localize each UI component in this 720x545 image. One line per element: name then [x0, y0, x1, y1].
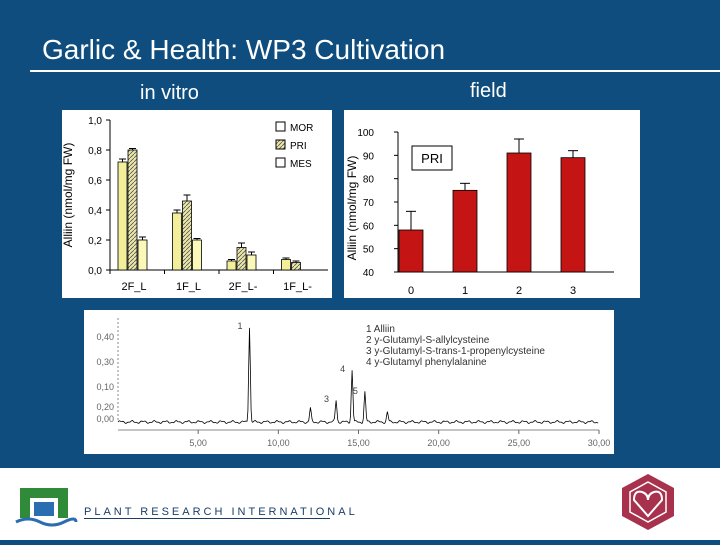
- y-tick-label: 0,2: [88, 236, 102, 247]
- legend-label-mor: MOR: [290, 123, 313, 134]
- bar-pri-1: [453, 190, 477, 272]
- bar-pri-2fl: [237, 248, 246, 271]
- bar-mor-1fl: [173, 213, 182, 270]
- x-tick-label: 2: [516, 285, 522, 297]
- y-axis-label: Alliin (nmol/mg FW): [62, 143, 75, 248]
- in-vitro-chart: Alliin (nmol/mg FW) 0,0 0,2 0,4 0,6 0,8 1,0 2F_…: [62, 110, 332, 298]
- legend-swatch-mes: [276, 158, 285, 167]
- x-tick-label: 5,00: [189, 438, 207, 448]
- garlic-health-emblem-icon: [622, 474, 674, 530]
- pri-logo-icon: [16, 488, 76, 525]
- footer-graphics: PLANT RESEARCH INTERNATIONAL: [0, 468, 720, 540]
- field-label: field: [470, 80, 507, 103]
- bar-mes-2fl: [247, 255, 256, 270]
- bar-mes-2fl: [138, 240, 147, 270]
- y-tick-label: 0,6: [88, 176, 102, 187]
- peak-label: 4: [340, 364, 345, 374]
- x-tick-label: 20,00: [427, 438, 450, 448]
- peak-legend-entry: 1 Alliin: [366, 324, 395, 335]
- slide-title: Garlic & Health: WP3 Cultivation: [42, 34, 445, 66]
- y-tick-label: 0,40: [96, 332, 114, 342]
- in-vitro-label: in vitro: [140, 82, 199, 105]
- x-tick-label: 1F_L-: [283, 281, 312, 293]
- field-chart: Alliin (nmol/mg FW) 40 50 60 70 80 90 100 PRI 0 1 2…: [344, 110, 640, 298]
- y-tick-label: 80: [363, 175, 375, 186]
- chromatogram-chart: 0,40 0,30 0,10 0,20 0,00 5,00 10,00 15,00 20,00 2…: [84, 310, 614, 454]
- x-tick-label: 2F_L-: [229, 281, 258, 293]
- x-tick-label: 30,00: [588, 438, 611, 448]
- y-tick-label: 1,0: [88, 116, 102, 127]
- y-tick-label: 0,20: [96, 402, 114, 412]
- bar-pri-0: [399, 230, 423, 272]
- footer: PLANT RESEARCH INTERNATIONAL: [0, 468, 720, 540]
- field-chart-panel: Alliin (nmol/mg FW) 40 50 60 70 80 90 100 PRI 0 1 2…: [344, 110, 640, 298]
- bar-pri-1fl: [292, 263, 301, 271]
- in-vitro-chart-panel: Alliin (nmol/mg FW) 0,0 0,2 0,4 0,6 0,8 1,0 2F_…: [62, 110, 332, 298]
- x-tick-label: 1: [462, 285, 468, 297]
- peak-label: 3: [324, 394, 329, 404]
- bar-mor-1fl: [282, 260, 291, 271]
- bar-mor-2fl: [227, 261, 236, 270]
- series-label: PRI: [421, 151, 443, 166]
- x-tick-label: 2F_L: [121, 281, 146, 293]
- x-tick-label: 3: [570, 285, 576, 297]
- bar-mes-1fl: [193, 240, 202, 270]
- peak-label: 1: [237, 321, 242, 331]
- x-tick-label: 25,00: [508, 438, 531, 448]
- y-tick-label: 50: [363, 245, 375, 256]
- y-tick-label: 0,8: [88, 146, 102, 157]
- title-rule: [30, 70, 720, 72]
- legend-swatch-pri: [276, 140, 285, 149]
- y-tick-label: 90: [363, 151, 375, 162]
- y-axis-label: Alliin (nmol/mg FW): [345, 156, 359, 261]
- peak-legend-entry: 3 y-Glutamyl-S-trans-1-propenylcysteine: [366, 346, 545, 357]
- bar-mor-2fl: [118, 162, 127, 270]
- y-tick-label: 70: [363, 198, 375, 209]
- bar-pri-3: [561, 158, 585, 272]
- x-tick-label: 0: [408, 285, 414, 297]
- x-tick-label: 10,00: [267, 438, 290, 448]
- y-tick-label: 0,10: [96, 382, 114, 392]
- legend-swatch-mor: [276, 122, 285, 131]
- x-tick-label: 1F_L: [176, 281, 201, 293]
- bar-pri-2: [507, 153, 531, 272]
- y-tick-label: 100: [357, 128, 374, 139]
- bar-pri-1fl: [183, 201, 192, 270]
- chromatogram-trace: [118, 328, 598, 424]
- y-tick-label: 0,0: [88, 266, 102, 277]
- org-name: PLANT RESEARCH INTERNATIONAL: [84, 506, 358, 518]
- y-tick-label: 60: [363, 221, 375, 232]
- peak-legend-entry: 2 y-Glutamyl-S-allylcysteine: [366, 335, 490, 346]
- y-tick-label: 0,00: [96, 414, 114, 424]
- legend-label-mes: MES: [290, 159, 312, 170]
- legend-label-pri: PRI: [290, 141, 307, 152]
- y-tick-label: 0,4: [88, 206, 102, 217]
- x-tick-label: 15,00: [347, 438, 370, 448]
- y-tick-label: 0,30: [96, 357, 114, 367]
- peak-label: 5: [353, 386, 358, 396]
- peak-legend-entry: 4 y-Glutamyl phenylalanine: [366, 357, 487, 368]
- y-tick-label: 40: [363, 268, 375, 279]
- bar-pri-2fl: [128, 150, 137, 270]
- chromatogram-panel: 0,40 0,30 0,10 0,20 0,00 5,00 10,00 15,00 20,00 2…: [84, 310, 614, 454]
